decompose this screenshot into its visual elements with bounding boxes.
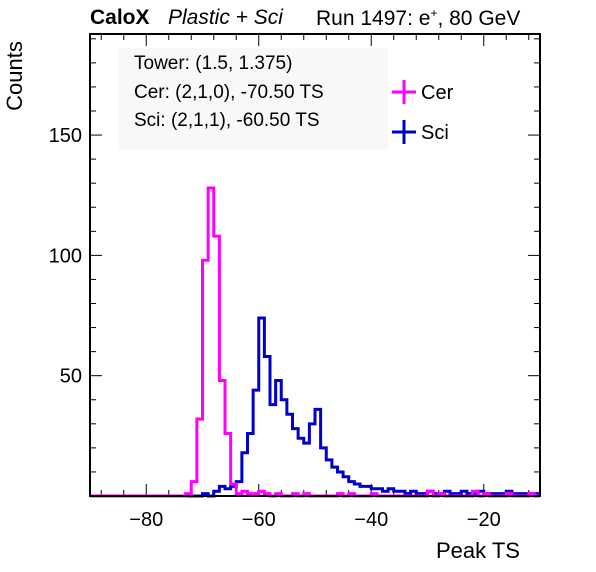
plot-frame — [89, 33, 541, 497]
x-tick-label: −60 — [242, 509, 276, 531]
energy-label: , 80 GeV — [437, 7, 521, 30]
charge-superscript: + — [430, 6, 438, 20]
y-tick-label: 50 — [60, 366, 82, 388]
experiment-name: CaloX — [90, 6, 150, 29]
data-layer — [90, 186, 540, 498]
x-tick-label: −20 — [467, 509, 501, 531]
info-box — [118, 48, 388, 150]
legend: Cer Sci — [392, 80, 454, 144]
y-axis-title: Counts — [2, 41, 27, 111]
y-tick-label: 150 — [49, 125, 82, 147]
legend-label-cer: Cer — [421, 82, 454, 104]
x-axis-title: Peak TS — [436, 538, 520, 563]
axes: −80 −60 −40 −20 50 100 150 — [49, 34, 540, 531]
tower-info: Tower: (1.5, 1.375) — [134, 53, 293, 74]
run-info: Run 1497: e+, 80 GeV — [316, 6, 520, 31]
detector-name: Plastic + Sci — [168, 6, 283, 29]
histogram-cer — [90, 186, 540, 498]
y-tick-label: 100 — [49, 245, 82, 267]
x-tick-label: −40 — [354, 509, 388, 531]
sci-info: Sci: (2,1,1), -60.50 TS — [134, 110, 320, 131]
x-tick-label: −80 — [129, 509, 163, 531]
legend-label-sci: Sci — [421, 122, 449, 144]
cer-info: Cer: (2,1,0), -70.50 TS — [134, 82, 324, 103]
histogram-sci — [90, 316, 540, 498]
run-label: Run 1497: e — [316, 7, 431, 30]
